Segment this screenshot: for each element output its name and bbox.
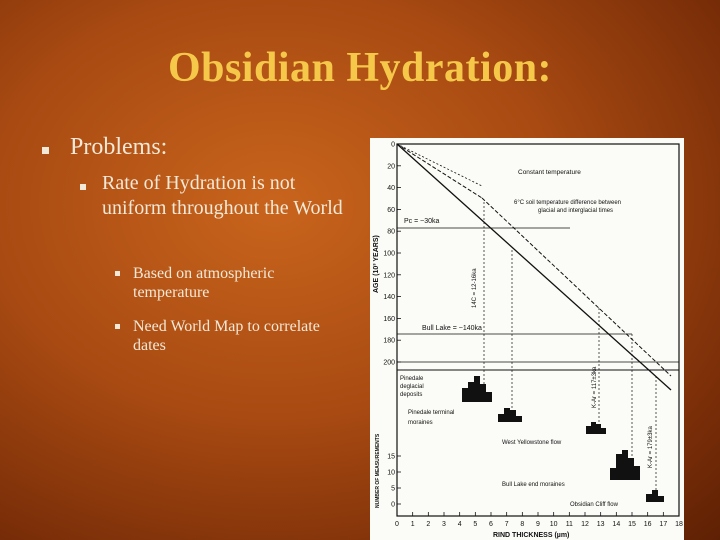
soil-temperature-curve-top [396, 143, 483, 199]
annotation-pinedale-terminal: Pinedale terminal [408, 410, 454, 416]
x-axis-label: RIND THICKNESS (µm) [493, 532, 569, 539]
y-tick-label: 160 [383, 316, 395, 323]
x-tick-label: 11 [566, 521, 573, 528]
hydration-figure: AGE (10³ YEARS) NUMBER OF MEASUREMENTS R… [370, 138, 684, 540]
bullet-world-map: Need World Map to correlate dates [133, 318, 320, 354]
x-tick-label: 3 [442, 521, 446, 528]
x-tick-label: 9 [536, 521, 540, 528]
soil-temperature-curve [481, 197, 672, 377]
x-tick-label: 14 [612, 521, 620, 528]
bullet-marker-icon [80, 184, 86, 190]
annotation-pinedale-deglacial: deposits [400, 392, 422, 398]
x-tick-label: 1 [411, 521, 415, 528]
constant-temperature-line [396, 143, 672, 391]
bullet-problems: Problems: [70, 134, 168, 160]
annotation-pinedale-deglacial: deglacial [400, 384, 424, 390]
x-tick-label: 18 [675, 521, 683, 528]
histogram-west-yellowstone [586, 422, 606, 434]
x-tick-label: 15 [628, 521, 636, 528]
x-tick-label: 13 [597, 521, 605, 528]
y-tick-label: 80 [387, 229, 395, 236]
annotation-pinedale-deglacial: Pinedale [400, 376, 424, 382]
lower-y-tick-label: 15 [387, 454, 395, 461]
annotation-kar-179: K-Ar = 179±3ka [648, 426, 654, 468]
x-tick-label: 10 [550, 521, 558, 528]
lower-y-tick-label: 0 [391, 502, 395, 509]
annotation-bull-lake-end: Bull Lake end moraines [502, 482, 565, 488]
bullet-marker-icon [42, 147, 49, 154]
annotation-constant-temperature: Constant temperature [518, 169, 581, 176]
x-tick-label: 4 [458, 521, 462, 528]
annotation-pc: Pc = ~30ka [404, 218, 440, 225]
x-tick-label: 0 [395, 521, 399, 528]
y-axis-label: AGE (10³ YEARS) [373, 235, 380, 293]
bullet-atmospheric: Based on atmospheric temperature [133, 265, 275, 301]
lower-y-tick-label: 10 [387, 470, 395, 477]
hydration-chart-svg: AGE (10³ YEARS) NUMBER OF MEASUREMENTS R… [373, 142, 683, 540]
y-tick-label: 40 [387, 185, 395, 192]
annotation-obsidian-cliff: Obsidian Cliff flow [570, 502, 619, 508]
lower-y-tick-label: 5 [391, 486, 395, 493]
upper-dashed-curve [396, 143, 483, 187]
y-tick-label: 60 [387, 207, 395, 214]
x-tick-label: 17 [659, 521, 667, 528]
y-tick-label: 120 [383, 272, 395, 279]
y-tick-label: 140 [383, 294, 395, 301]
annotation-kar-117: K-Ar = 117±3ka [592, 366, 598, 408]
histogram-pinedale-deglacial [462, 376, 492, 402]
histogram-bull-lake-end [610, 450, 640, 480]
histogram-obsidian-cliff [646, 490, 664, 502]
histogram-pinedale-terminal [498, 408, 522, 422]
bullet-marker-icon [115, 324, 120, 329]
annotation-bull-lake: Bull Lake = ~140ka [422, 325, 482, 332]
bullet-marker-icon [115, 271, 120, 276]
x-tick-label: 7 [505, 521, 509, 528]
x-tick-label: 6 [489, 521, 493, 528]
lower-y-axis-label: NUMBER OF MEASUREMENTS [375, 433, 381, 508]
x-tick-label: 12 [581, 521, 589, 528]
x-tick-label: 8 [520, 521, 524, 528]
y-tick-label: 180 [383, 338, 395, 345]
annotation-west-yellowstone: West Yellowstone flow [502, 440, 562, 446]
x-tick-label: 5 [473, 521, 477, 528]
x-tick-label: 2 [426, 521, 430, 528]
y-tick-label: 200 [383, 360, 395, 367]
bullet-rate-of-hydration: Rate of Hydration is not uniform through… [102, 172, 343, 219]
annotation-soil-temp-2: glacial and interglacial times [538, 208, 613, 214]
x-tick-label: 16 [644, 521, 652, 528]
annotation-soil-temp-1: 6°C soil temperature difference between [514, 200, 621, 206]
annotation-pinedale-terminal: moraines [408, 420, 433, 426]
y-tick-label: 20 [387, 163, 395, 170]
slide-title: Obsidian Hydration: [167, 45, 553, 91]
y-tick-label: 0 [391, 142, 395, 149]
annotation-c14: 14C = 12-16ka [472, 268, 478, 308]
y-tick-label: 100 [383, 251, 395, 258]
